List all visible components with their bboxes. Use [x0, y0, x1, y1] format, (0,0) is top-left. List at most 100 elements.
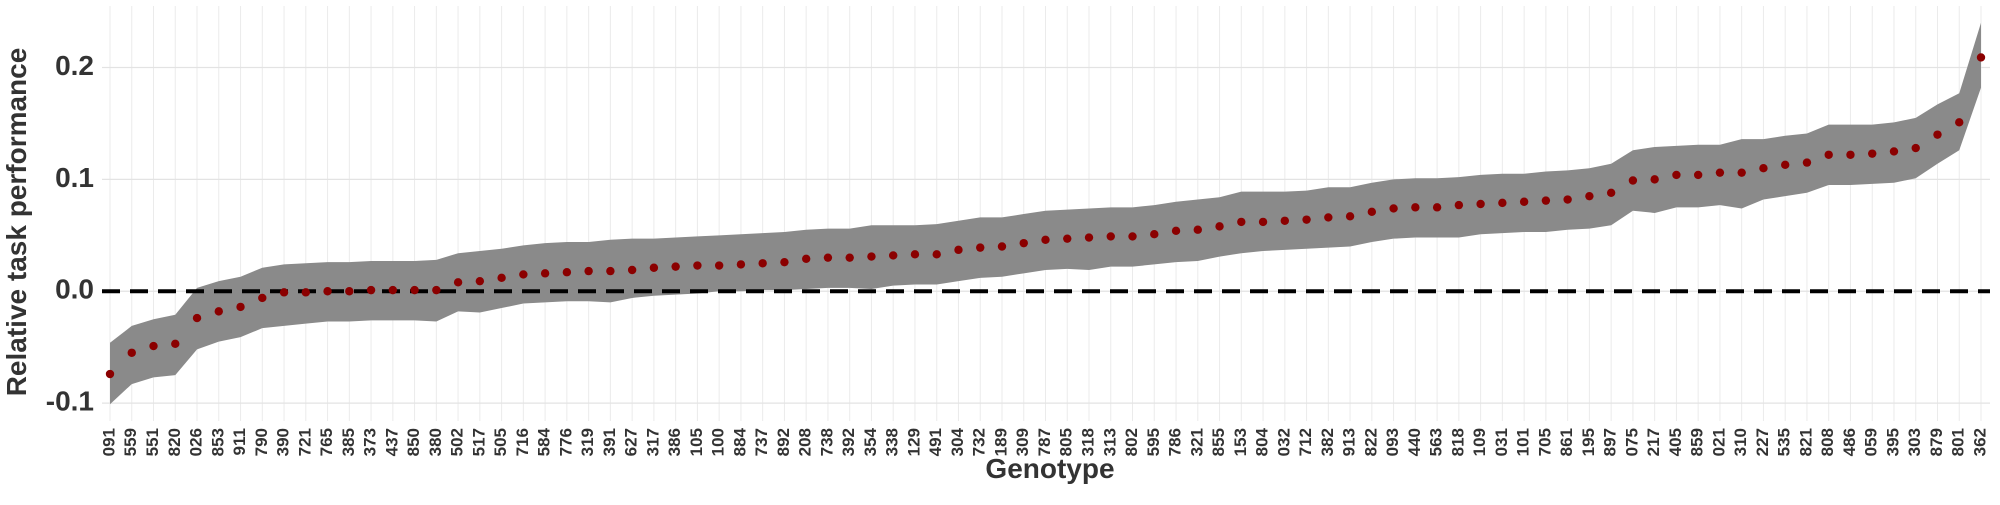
- point: [1519, 197, 1529, 206]
- x-tick-label: 309: [1013, 428, 1032, 456]
- x-tick-label: 105: [687, 428, 706, 456]
- x-tick-label: 032: [1274, 428, 1293, 456]
- point: [1215, 222, 1224, 231]
- point: [954, 245, 963, 255]
- x-tick-label: 821: [1796, 428, 1815, 456]
- x-tick-label: 217: [1644, 428, 1663, 456]
- x-tick-label: 091: [99, 428, 118, 456]
- x-tick-label: 491: [926, 428, 945, 456]
- x-tick-label: 738: [817, 428, 836, 456]
- point: [1411, 203, 1420, 212]
- point: [627, 265, 637, 275]
- point: [540, 269, 550, 278]
- x-tick-label: 026: [187, 428, 206, 456]
- point: [1302, 215, 1311, 224]
- x-tick-label: 310: [1731, 428, 1750, 456]
- point: [236, 302, 245, 312]
- point: [1019, 238, 1028, 248]
- x-tick-label: 405: [1666, 428, 1685, 456]
- x-tick-label: 059: [1862, 428, 1881, 456]
- x-axis-title: Genotype: [985, 453, 1114, 484]
- point: [475, 276, 485, 286]
- point: [1541, 196, 1551, 205]
- x-tick-label: 440: [1405, 428, 1424, 456]
- point: [845, 253, 854, 262]
- point: [432, 285, 441, 295]
- point: [997, 242, 1007, 251]
- point: [649, 263, 659, 272]
- x-tick-label: 392: [839, 428, 858, 456]
- x-tick-label: 317: [643, 428, 662, 456]
- x-tick-label: 321: [1187, 428, 1206, 456]
- point: [301, 288, 311, 297]
- x-tick-label: 390: [274, 428, 293, 456]
- x-tick-label: 559: [121, 428, 140, 456]
- point: [1150, 229, 1159, 239]
- x-tick-label: 304: [948, 427, 967, 456]
- y-tick-label: 0.1: [55, 162, 94, 193]
- y-tick-label: 0.2: [55, 50, 94, 81]
- x-tick-label: 801: [1949, 428, 1968, 456]
- point: [1324, 213, 1333, 222]
- point: [1585, 191, 1594, 201]
- x-tick-label: 153: [1231, 428, 1250, 456]
- x-tick-label: 031: [1492, 428, 1511, 456]
- x-tick-label: 786: [1166, 428, 1185, 456]
- point: [1193, 225, 1202, 234]
- x-tick-label: 721: [295, 428, 314, 456]
- point: [1063, 234, 1072, 243]
- x-tick-label: 021: [1709, 428, 1728, 456]
- x-tick-label: 892: [774, 428, 793, 456]
- x-tick-label: 382: [1318, 428, 1337, 456]
- point: [453, 278, 463, 287]
- x-tick-label: 486: [1840, 428, 1859, 456]
- x-tick-label: 502: [448, 428, 467, 456]
- point: [562, 268, 572, 277]
- point: [1889, 147, 1899, 156]
- y-axis-title: Relative task performance: [1, 48, 32, 397]
- point: [171, 339, 180, 349]
- x-tick-label: 437: [382, 428, 401, 456]
- x-tick-label: 373: [361, 428, 380, 456]
- x-tick-label: 075: [1622, 428, 1641, 456]
- x-tick-label: 391: [600, 428, 619, 456]
- point: [1976, 53, 1986, 62]
- x-tick-label: 861: [1557, 428, 1576, 456]
- point: [497, 273, 506, 283]
- x-tick-label: 380: [426, 428, 445, 456]
- point: [1454, 200, 1464, 210]
- x-tick-label: 227: [1753, 428, 1772, 456]
- x-tick-label: 563: [1427, 428, 1446, 456]
- x-tick-label: 303: [1905, 428, 1924, 456]
- point: [323, 287, 332, 296]
- x-tick-label: 853: [208, 428, 227, 456]
- point: [801, 254, 811, 264]
- point: [606, 266, 615, 276]
- point: [127, 348, 136, 357]
- x-tick-label: 319: [578, 428, 597, 456]
- point: [1650, 175, 1659, 184]
- x-tick-label: 189: [991, 428, 1010, 456]
- x-tick-label: 884: [730, 427, 749, 456]
- point: [736, 260, 746, 269]
- point: [519, 270, 528, 279]
- y-tick-label: -0.1: [46, 385, 94, 416]
- point: [1498, 198, 1507, 208]
- x-tick-label: 093: [1383, 428, 1402, 456]
- x-tick-label: 395: [1883, 428, 1902, 456]
- x-tick-label: 354: [861, 427, 880, 456]
- point: [758, 259, 767, 268]
- x-tick-label: 386: [665, 428, 684, 456]
- x-tick-label: 385: [339, 428, 358, 456]
- x-tick-label: 850: [404, 428, 423, 456]
- x-tick-label: 109: [1470, 428, 1489, 456]
- x-tick-label: 787: [1035, 428, 1054, 456]
- point: [780, 257, 789, 267]
- point: [1911, 143, 1920, 153]
- point: [1737, 168, 1746, 177]
- point: [214, 307, 223, 316]
- x-tick-label: 627: [622, 428, 641, 456]
- point: [1693, 170, 1703, 180]
